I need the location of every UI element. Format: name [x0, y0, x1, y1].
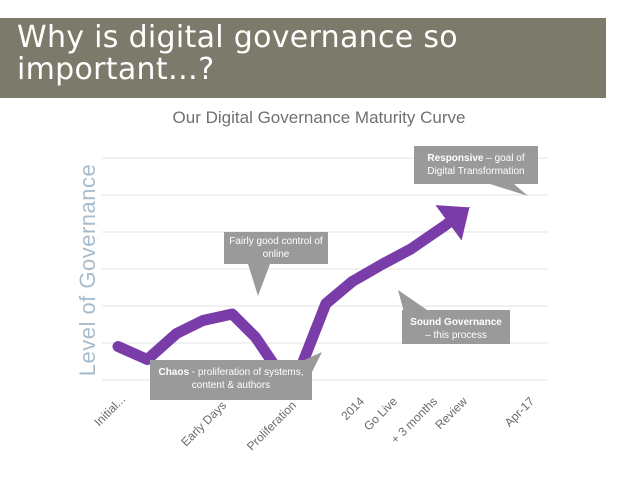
callout-sound-text: – this process: [425, 330, 487, 341]
callout-sound-bold: Sound Governance: [410, 317, 502, 328]
x-tick-label: Proliferation: [244, 398, 299, 453]
data-point-11: [410, 248, 412, 250]
callout-chaos: Chaos - proliferation of systems, conten…: [150, 360, 312, 400]
callout-responsive: Responsive – goal of Digital Transformat…: [414, 146, 538, 184]
x-tick-label: Initial...: [91, 392, 128, 429]
slide-title-bar: Why is digital governance so important…?: [0, 18, 606, 98]
callout-chaos-bold: Chaos: [158, 367, 190, 378]
series-arrowhead: [435, 205, 470, 241]
callout-sound-governance: Sound Governance – this process: [402, 310, 510, 344]
callout-pointer-2: [398, 290, 430, 312]
slide-title: Why is digital governance so important…?: [17, 20, 458, 87]
x-tick-label: Go Live: [361, 394, 400, 433]
data-point-0: [117, 346, 119, 347]
data-point-4: [231, 313, 233, 315]
callout-pointer-0: [490, 184, 528, 196]
callout-responsive-bold: Responsive: [427, 153, 484, 164]
data-point-8: [325, 303, 327, 305]
callout-responsive-text: – goal of Digital Transformation: [427, 153, 525, 177]
callout-pointer-1: [248, 264, 270, 296]
callout-fairly-good: Fairly good control of online: [224, 232, 328, 264]
data-point-5: [255, 336, 257, 338]
data-point-2: [176, 333, 178, 334]
chart-title: Our Digital Governance Maturity Curve: [172, 108, 466, 127]
data-point-13: [468, 206, 470, 208]
data-point-10: [381, 264, 383, 266]
x-tick-label: 2014: [338, 394, 367, 423]
x-tick-label: Apr-17: [502, 394, 538, 430]
callout-fairly-good-text: Fairly good control of online: [229, 236, 323, 260]
x-tick-labels: Initial... Early Days Proliferation 2014Go …: [91, 392, 537, 453]
x-tick-label: Review: [432, 394, 470, 432]
data-point-9: [351, 281, 353, 282]
callout-chaos-text: - proliferation of systems, content & au…: [189, 367, 304, 391]
data-point-1: [146, 359, 148, 360]
data-point-3: [202, 320, 204, 321]
data-point-12: [442, 226, 444, 228]
x-tick-label: Early Days: [178, 398, 229, 449]
